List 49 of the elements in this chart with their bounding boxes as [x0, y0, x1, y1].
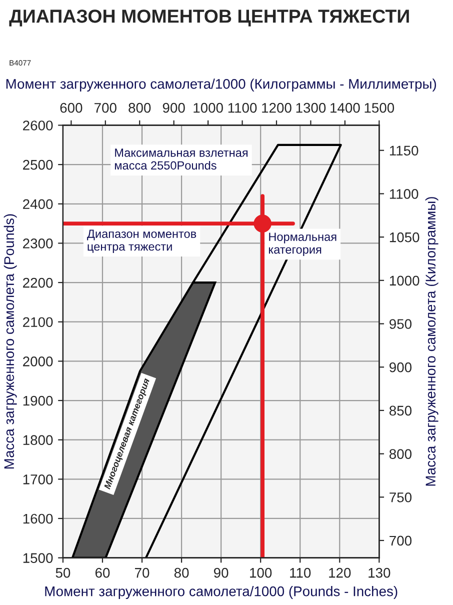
x-tick-label: 100: [250, 568, 272, 578]
y2-tick-label: 900: [390, 362, 412, 372]
x2-axis-title: Момент загруженного самолета/1000 (Килограммы - Миллиметры): [6, 78, 436, 92]
y2-tick-label: 800: [389, 449, 412, 459]
y2-tick-label: 950: [390, 319, 412, 329]
annotation: Максимальная взлетная масса 2550Pounds: [114, 148, 248, 170]
y-axis-title: Масса загруженного самолета (Pounds): [4, 214, 17, 469]
y-tick-label: 1900: [23, 396, 53, 406]
x2-tick-label: 900: [162, 102, 185, 113]
y-tick-label: 2300: [23, 238, 53, 248]
x2-tick-label: 1400: [330, 102, 360, 113]
x2-tick-label: 1500: [364, 102, 394, 113]
y2-tick-label: 1150: [390, 146, 418, 156]
y2-tick-label: 1100: [390, 189, 418, 199]
x2-tick-label: 700: [94, 102, 116, 113]
annotation: Нормальная категория: [268, 232, 336, 256]
x2-tick-label: 1200: [262, 102, 292, 113]
x-tick-label: 110: [290, 568, 311, 578]
y-tick-label: 1600: [23, 514, 53, 524]
x-tick-label: 80: [174, 568, 189, 578]
y2-tick-label: 750: [390, 492, 412, 502]
y-tick-label: 2400: [23, 199, 53, 210]
y-tick-label: 2100: [23, 317, 53, 328]
x2-tick-label: 600: [60, 102, 82, 113]
x2-tick-label: 1000: [194, 102, 223, 113]
x2-tick-label: 1100: [228, 102, 257, 113]
x-tick-label: 90: [214, 568, 228, 578]
x-tick-label: 60: [95, 568, 110, 578]
annotation: Диапазон моментов центра тяжести: [87, 230, 196, 254]
y-tick-label: 2200: [23, 278, 53, 288]
y2-tick-label: 1000: [390, 276, 420, 286]
chart-title: ДИАПАЗОН МОМЕНТОВ ЦЕНТРА ТЯЖЕСТИ: [9, 10, 409, 26]
x2-tick-label: 800: [128, 102, 151, 113]
x-tick-label: 70: [135, 568, 150, 578]
y-tick-label: 1700: [23, 474, 53, 484]
y2-tick-label: 1050: [390, 232, 420, 242]
x-tick-label: 130: [368, 568, 390, 578]
y-tick-label: 1800: [23, 435, 53, 446]
y-tick-label: 1500: [23, 553, 53, 563]
y-tick-label: 2600: [23, 120, 53, 130]
y2-tick-label: 700: [390, 536, 412, 546]
x-tick-label: 50: [56, 568, 70, 578]
y-tick-label: 2500: [23, 160, 53, 170]
x2-tick-label: 1300: [296, 102, 326, 113]
y-tick-label: 2000: [23, 356, 53, 366]
y2-axis-title: Масса загруженного самолета (Килограммы): [425, 197, 438, 486]
x-tick-label: 120: [329, 568, 351, 578]
y2-tick-label: 850: [389, 406, 412, 416]
x-axis-title: Момент загруженного самолета/1000 (Pounds - Inches): [45, 586, 398, 599]
